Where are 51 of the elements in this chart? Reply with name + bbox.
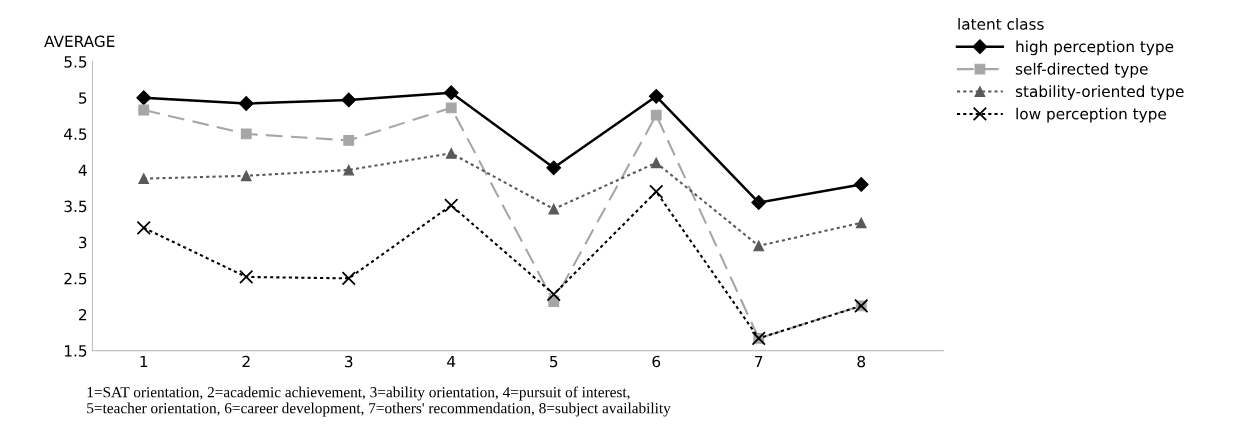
point	[855, 217, 867, 229]
y-tick-label: 2.5	[64, 272, 87, 285]
point	[239, 269, 254, 285]
y-tick-label: 3.5	[64, 200, 87, 213]
y-tick-label: 5	[79, 92, 87, 104]
y-tick-label: 1.5	[65, 345, 87, 357]
point	[136, 90, 152, 106]
x-tick-label: 8	[857, 355, 866, 368]
legend-label: high perception type	[1016, 40, 1174, 56]
y-axis-title: AVERAGE	[44, 35, 115, 48]
y-tick-label: 2	[79, 308, 87, 321]
x-tick-label: 1	[140, 355, 148, 368]
legend-title: latent class	[958, 18, 1044, 30]
point	[343, 134, 355, 146]
point	[546, 287, 561, 302]
point	[546, 160, 562, 176]
y-tick-label: 4	[78, 164, 87, 176]
point	[343, 164, 355, 176]
point	[138, 104, 150, 116]
point	[138, 173, 150, 185]
x-tick-label: 5	[550, 355, 558, 368]
text: 1=SAT orientation, 2=academic achievement, 3=ability orientation, 4=pursuit of interest, 5=teacher orientation, 6=career development, 7=others' recommendation, 8=subject availability	[87, 386, 671, 417]
point	[751, 195, 767, 210]
point	[443, 85, 459, 101]
point	[240, 170, 252, 182]
point	[853, 177, 869, 192]
point	[650, 109, 662, 121]
point	[648, 88, 664, 104]
y-tick-label: 5.5	[64, 56, 87, 68]
x-tick-label: 2	[242, 355, 250, 368]
point	[444, 198, 459, 213]
legend-label: low perception type	[1016, 107, 1166, 123]
point	[341, 271, 356, 286]
point	[753, 240, 765, 252]
legend-label: stability-oriented type	[1015, 85, 1184, 101]
legend-label: self-directed type	[1015, 62, 1148, 78]
x-tick-label: 6	[652, 355, 661, 368]
point	[341, 92, 357, 108]
point	[238, 96, 254, 111]
point	[445, 147, 457, 159]
y-tick-label: 4.5	[64, 128, 87, 140]
x-tick-label: 7	[755, 355, 763, 368]
point	[650, 157, 662, 169]
x-tick-label: 3	[345, 355, 353, 368]
y-tick-label: 3	[79, 236, 87, 249]
point	[136, 220, 151, 235]
x-tick-label: 4	[447, 355, 456, 368]
point	[445, 102, 457, 114]
point	[649, 184, 664, 199]
point	[548, 203, 560, 215]
point	[240, 128, 252, 140]
